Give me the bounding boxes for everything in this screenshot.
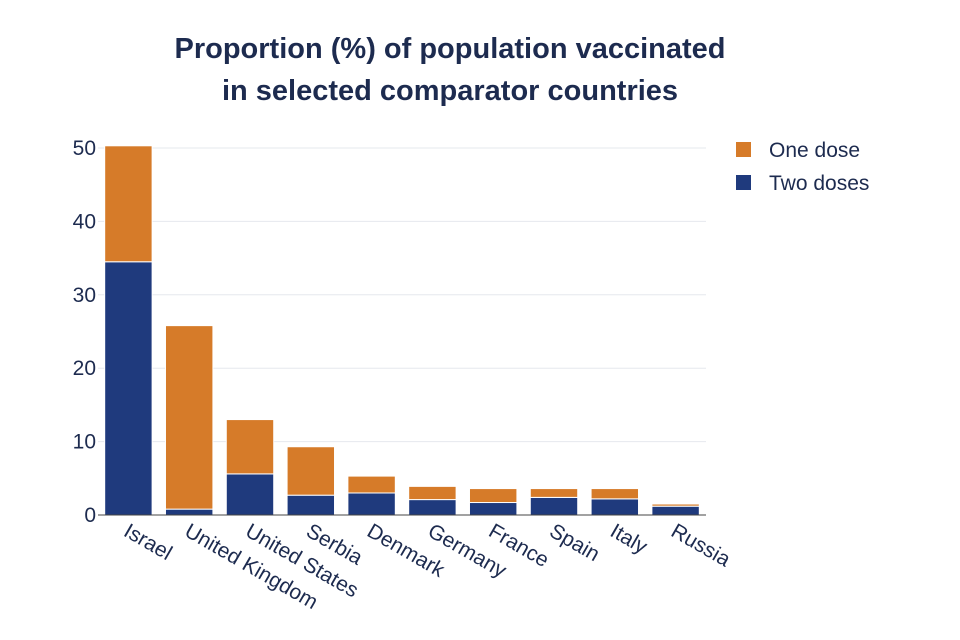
y-tick-label-50: 50 (73, 137, 96, 160)
x-tick-label-israel: Israel (120, 519, 176, 565)
bar-two-doses-france (468, 502, 518, 516)
bars (104, 145, 700, 516)
bar-two-doses-israel (104, 261, 153, 516)
chart-title-line-1: Proportion (%) of population vaccinated (174, 33, 726, 65)
bar-two-doses-united-states (225, 473, 275, 516)
legend: One dose Two doses (736, 139, 869, 195)
bar-two-doses-italy (590, 498, 640, 516)
bar-one-dose-germany (408, 485, 457, 501)
bar-two-doses-serbia (286, 494, 336, 516)
bar-one-dose-israel (104, 145, 153, 263)
y-axis: 0 10 20 30 40 50 (73, 137, 96, 527)
bar-one-dose-denmark (347, 475, 396, 494)
y-tick-label-20: 20 (73, 357, 96, 380)
bar-one-dose-spain (529, 488, 579, 498)
x-tick-label-italy: Italy (606, 519, 651, 558)
bar-one-dose-italy (590, 488, 640, 500)
bar-two-doses-russia (651, 505, 700, 516)
bar-one-dose-united-states (225, 419, 275, 475)
bar-two-doses-united-kingdom (164, 508, 214, 516)
y-tick-label-40: 40 (73, 210, 96, 233)
bar-two-doses-germany (408, 499, 457, 516)
chart-title: Proportion (%) of population vaccinated … (0, 28, 900, 112)
y-tick-label-0: 0 (84, 504, 96, 527)
y-tick-label-30: 30 (73, 284, 96, 307)
x-tick-label-russia: Russia (667, 519, 734, 571)
bar-one-dose-serbia (286, 446, 336, 496)
x-tick-label-spain: Spain (546, 519, 604, 566)
bar-two-doses-spain (529, 496, 579, 516)
legend-label-one-dose: One dose (769, 139, 860, 162)
legend-swatch-one-dose (736, 142, 751, 157)
bar-two-doses-denmark (347, 492, 396, 516)
legend-swatch-two-doses (736, 175, 751, 190)
bar-one-dose-france (468, 488, 518, 504)
legend-label-two-doses: Two doses (769, 172, 869, 195)
chart-title-line-2: in selected comparator countries (221, 75, 679, 107)
bar-one-dose-united-kingdom (164, 325, 214, 510)
bar-one-dose-russia (651, 503, 700, 507)
y-tick-label-10: 10 (73, 431, 96, 454)
